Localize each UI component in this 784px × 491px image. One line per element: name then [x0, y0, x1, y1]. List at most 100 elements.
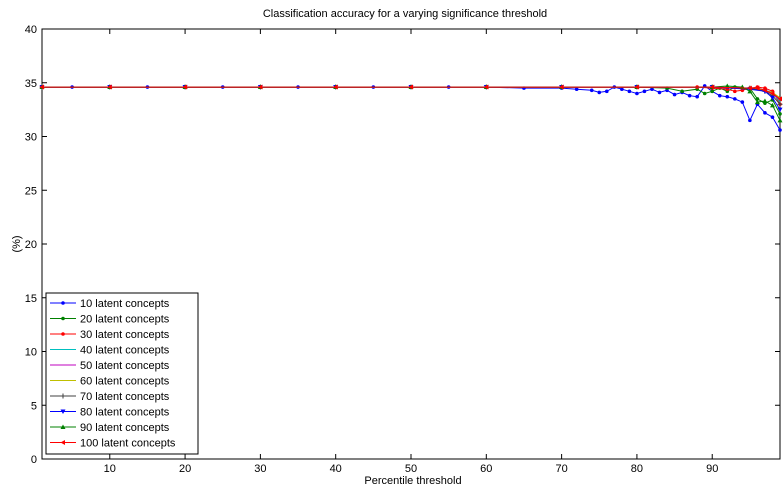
y-axis-label: (%) — [11, 235, 23, 252]
data-point — [724, 83, 730, 88]
data-point — [769, 91, 775, 96]
data-point — [777, 96, 782, 102]
legend-label: 20 latent concepts — [80, 314, 170, 326]
data-point — [762, 98, 768, 104]
x-tick-label: 30 — [254, 463, 266, 475]
data-point — [747, 85, 752, 91]
x-tick-label: 60 — [480, 463, 492, 475]
x-tick-label: 80 — [631, 463, 643, 475]
legend-label: 100 latent concepts — [80, 438, 176, 450]
data-point — [754, 85, 760, 91]
y-tick-label: 40 — [25, 24, 37, 36]
data-point — [747, 88, 753, 94]
data-point — [733, 89, 737, 94]
data-point — [769, 95, 775, 101]
legend-label: 50 latent concepts — [80, 360, 170, 372]
data-point — [710, 89, 715, 94]
y-tick-label: 15 — [25, 293, 37, 305]
data-point — [762, 87, 767, 93]
y-tick-label: 25 — [25, 185, 37, 197]
x-tick-label: 70 — [555, 463, 567, 475]
y-tick-label: 30 — [25, 132, 37, 144]
data-point — [733, 97, 737, 101]
legend-label: 70 latent concepts — [80, 391, 170, 403]
data-point — [778, 128, 782, 132]
y-tick-label: 10 — [25, 347, 37, 359]
data-point — [778, 112, 782, 116]
data-point — [717, 93, 722, 98]
data-point — [642, 89, 647, 94]
legend-item: 10 latent concepts — [50, 298, 170, 310]
data-point — [589, 88, 594, 93]
data-point — [604, 89, 609, 94]
legend-item: 80 latent concepts — [50, 407, 170, 419]
legend-label: 60 latent concepts — [80, 376, 170, 388]
chart-title: Classification accuracy for a varying si… — [263, 8, 547, 20]
legend-item: 40 latent concepts — [50, 345, 170, 357]
x-axis-label: Percentile threshold — [364, 475, 461, 487]
x-tick-label: 50 — [405, 463, 417, 475]
data-point — [61, 332, 65, 336]
data-point — [740, 88, 745, 93]
y-tick-label: 0 — [31, 454, 37, 466]
data-point — [60, 424, 66, 429]
data-point — [597, 90, 602, 95]
y-tick-label: 20 — [25, 239, 37, 251]
data-point — [777, 101, 783, 107]
data-point — [107, 84, 112, 90]
data-point — [60, 409, 66, 414]
data-point — [61, 316, 65, 321]
legend-item: 30 latent concepts — [50, 329, 170, 341]
data-point — [182, 84, 188, 90]
data-point — [257, 84, 263, 90]
data-point — [483, 84, 489, 90]
data-point — [408, 84, 413, 90]
data-point — [695, 94, 699, 99]
data-point — [748, 118, 752, 123]
data-point — [60, 440, 65, 445]
data-point — [559, 84, 564, 90]
legend-label: 10 latent concepts — [80, 298, 170, 310]
legend-item: 100 latent concepts — [50, 438, 176, 450]
x-tick-label: 20 — [179, 463, 191, 475]
x-tick-label: 10 — [104, 463, 116, 475]
data-point — [672, 92, 677, 97]
data-point — [627, 89, 632, 94]
y-tick-label: 35 — [25, 78, 37, 90]
data-point — [702, 91, 707, 96]
legend-label: 80 latent concepts — [80, 407, 170, 419]
x-tick-label: 90 — [706, 463, 718, 475]
data-point — [650, 87, 654, 91]
data-point — [755, 97, 760, 101]
data-point — [770, 115, 775, 119]
x-tick-label: 40 — [330, 463, 342, 475]
data-point — [725, 94, 730, 99]
legend-item: 60 latent concepts — [50, 376, 170, 388]
data-point — [740, 100, 745, 104]
data-point — [657, 90, 662, 95]
legend-item: 20 latent concepts — [50, 314, 170, 326]
data-point — [709, 84, 715, 90]
legend-item: 90 latent concepts — [50, 422, 170, 434]
legend-item: 70 latent concepts — [50, 391, 170, 403]
data-point — [60, 393, 66, 399]
legend-item: 50 latent concepts — [50, 360, 170, 372]
series-10 — [39, 84, 782, 102]
data-point — [777, 107, 783, 113]
legend-label: 30 latent concepts — [80, 329, 170, 341]
data-point — [61, 301, 65, 305]
legend-label: 40 latent concepts — [80, 345, 170, 357]
data-point — [620, 87, 624, 91]
data-point — [680, 89, 684, 94]
data-point — [763, 111, 767, 115]
data-point — [687, 93, 692, 98]
legend-label: 90 latent concepts — [80, 422, 170, 434]
data-point — [39, 84, 44, 90]
data-point — [333, 84, 338, 90]
data-point — [634, 84, 639, 90]
data-point — [769, 102, 775, 108]
data-point — [754, 99, 760, 105]
data-point — [574, 87, 579, 91]
y-tick-label: 5 — [31, 400, 37, 412]
